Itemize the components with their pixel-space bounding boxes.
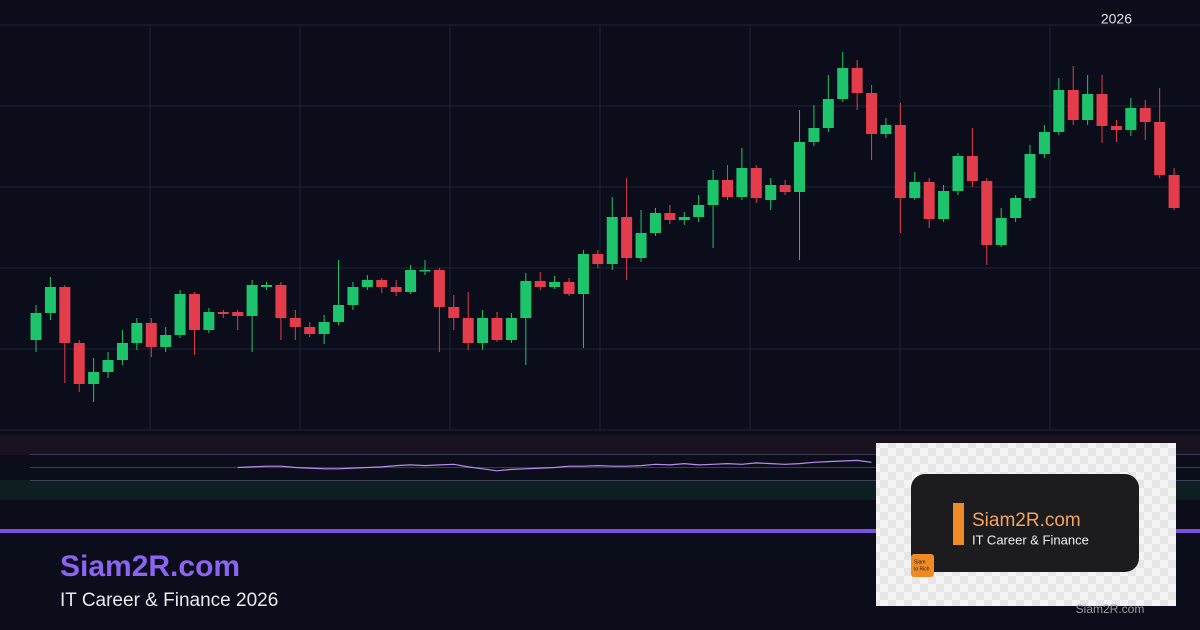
candle-body: [347, 287, 359, 305]
candle-body: [1067, 90, 1079, 120]
x-tick-label: 2026: [1101, 11, 1132, 27]
candle-body: [808, 128, 820, 142]
candle-body: [59, 287, 71, 343]
candle-body: [1154, 122, 1166, 175]
candle-body: [174, 294, 186, 335]
candle-body: [736, 168, 748, 197]
tagline: IT Career & Finance 2026: [60, 590, 278, 611]
candle-body: [261, 285, 273, 287]
candle-body: [1139, 108, 1151, 122]
candle-body: [1024, 154, 1036, 198]
candle-body: [635, 233, 647, 258]
candle-body: [592, 254, 604, 264]
logo: Siam2R.com IT Career & Finance Siam to R…: [876, 443, 1176, 606]
indicator-line: [237, 459, 872, 472]
logo-tagline: IT Career & Finance: [972, 532, 1089, 547]
candle-body: [678, 217, 690, 220]
candle-body: [851, 68, 863, 93]
candle-body: [1082, 94, 1094, 120]
candle-body: [563, 282, 575, 294]
candle-body: [1010, 198, 1022, 218]
logo-badge-text: Siam: [914, 559, 925, 565]
candle-body: [116, 343, 128, 360]
candle-body: [462, 318, 474, 343]
candle-body: [549, 282, 561, 287]
candle-body: [1125, 108, 1137, 130]
candle-body: [289, 318, 301, 327]
candle-body: [275, 285, 287, 318]
candle-body: [333, 305, 345, 322]
candle-body: [448, 307, 460, 318]
candle-body: [621, 217, 633, 258]
candle-body: [966, 156, 978, 181]
candle-body: [721, 180, 733, 197]
candle-body: [390, 287, 402, 292]
candle-body: [923, 182, 935, 219]
candle-body: [1110, 126, 1122, 130]
candle-body: [664, 213, 676, 220]
candle-body: [477, 318, 489, 343]
candle-body: [765, 185, 777, 200]
candle-body: [894, 125, 906, 198]
logo-site: Siam2R.com: [972, 510, 1081, 531]
logo-bar: [953, 503, 964, 545]
candle-body: [866, 93, 878, 134]
candle-body: [131, 323, 143, 343]
candle-body: [606, 217, 618, 264]
candle-body: [822, 99, 834, 128]
candle-body: [304, 327, 316, 334]
candle-body: [232, 312, 244, 316]
candle-body: [217, 312, 229, 314]
logo-badge-text: to Rich: [914, 566, 930, 572]
candle-body: [649, 213, 661, 233]
candle-body: [938, 191, 950, 219]
candle-body: [707, 180, 719, 205]
candle-body: [145, 323, 157, 347]
candle-body: [981, 181, 993, 245]
candle-body: [520, 281, 532, 318]
candle-body: [693, 205, 705, 217]
candle-body: [1038, 132, 1050, 154]
candle-body: [779, 185, 791, 192]
candle-body: [188, 294, 200, 330]
candle-body: [1053, 90, 1065, 132]
candle-body: [577, 254, 589, 294]
candle-body: [318, 322, 330, 334]
candle-body: [88, 372, 100, 384]
candle-body: [880, 125, 892, 134]
candle-body: [505, 318, 517, 340]
candle-body: [433, 270, 445, 307]
site-name: Siam2R.com: [60, 550, 240, 583]
candle-body: [909, 182, 921, 198]
candle-body: [73, 343, 85, 384]
candle-body: [952, 156, 964, 191]
candle-body: [30, 313, 42, 340]
candle-body: [44, 287, 56, 313]
candle-body: [1096, 94, 1108, 126]
candle-body: [837, 68, 849, 99]
vertical-grid: [149, 25, 1051, 430]
candle-body: [1168, 175, 1180, 208]
candle-body: [534, 281, 546, 287]
candle-body: [160, 335, 172, 347]
candle-body: [491, 318, 503, 340]
candle-body: [203, 312, 215, 330]
candle-body: [361, 280, 373, 287]
candle-body: [102, 360, 114, 372]
logo-badge: [911, 554, 934, 577]
candle-body: [405, 270, 417, 292]
candle-body: [376, 280, 388, 287]
divider: [0, 529, 1200, 533]
candle-body: [246, 285, 258, 316]
watermark: Siam2R.com: [1076, 602, 1145, 616]
candle-body: [750, 168, 762, 198]
candle-body: [995, 218, 1007, 245]
candle-body: [419, 270, 431, 272]
logo-card: [911, 474, 1139, 572]
candle-body: [794, 142, 806, 192]
